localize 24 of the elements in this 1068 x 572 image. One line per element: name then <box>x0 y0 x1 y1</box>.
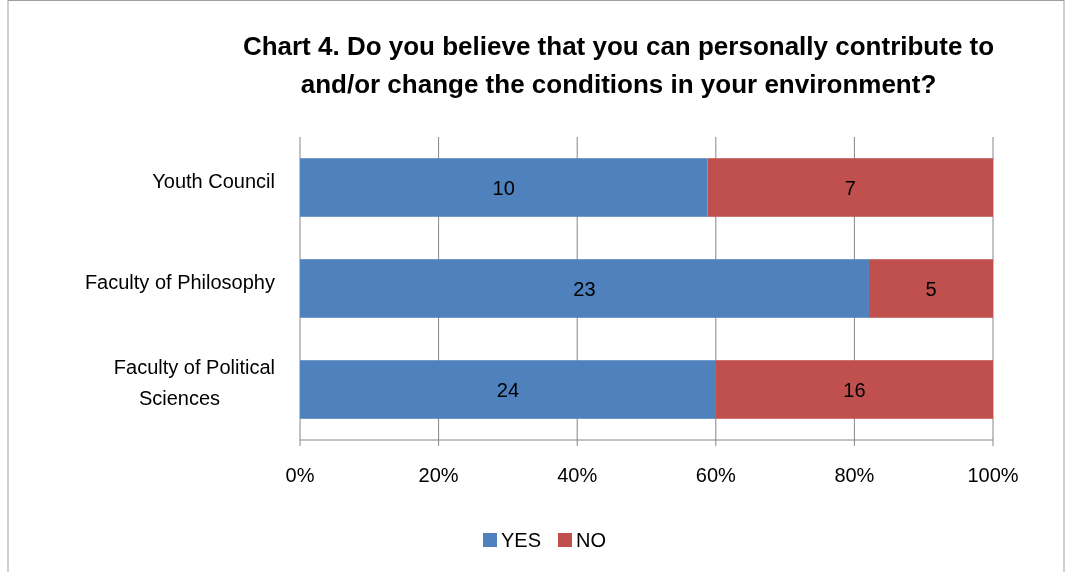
x-tick-label: 60% <box>695 464 737 486</box>
x-tick-label: 80% <box>834 464 875 486</box>
annotation: 23 <box>573 277 596 300</box>
x-tick-label: 20% <box>418 464 459 486</box>
x-tick-label: 100% <box>967 464 1019 486</box>
annotation: 5 <box>925 277 937 300</box>
legend-label: YES <box>501 529 542 551</box>
annotation: 7 <box>844 176 856 199</box>
x-tick-label: 40% <box>557 464 598 486</box>
bar <box>300 360 716 419</box>
legend-label: NO <box>576 529 606 551</box>
x-tick-label: 0% <box>285 464 315 486</box>
annotation: 24 <box>496 378 520 401</box>
bar <box>715 360 993 419</box>
y-tick-label: Youth Council <box>152 169 275 192</box>
annotation: 16 <box>843 378 866 401</box>
bar <box>868 259 993 318</box>
chart-title: Chart 4. Do you believe that you can personally contribute to and/or change the conditions in your environment? <box>242 31 995 99</box>
annotation: 10 <box>492 176 515 199</box>
y-tick-label: Faculty of Philosophy <box>84 270 275 293</box>
bar <box>707 158 993 217</box>
bar <box>300 259 869 318</box>
y-tick-label: Faculty of Political Sciences <box>113 356 275 409</box>
bar <box>300 158 708 217</box>
